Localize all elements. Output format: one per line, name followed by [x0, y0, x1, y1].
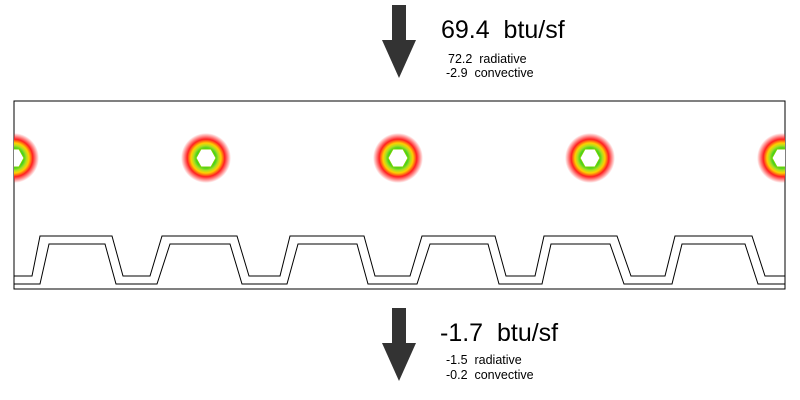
- down-arrow-icon: [382, 308, 416, 381]
- heat-spots: [14, 133, 785, 183]
- heat-spot: [14, 133, 39, 183]
- top-flux-radiative: 72.2 radiative: [448, 52, 527, 66]
- top-flux-convective: -2.9 convective: [446, 66, 534, 80]
- bottom-flux-convective: -0.2 convective: [446, 368, 534, 382]
- top-flux-total: 69.4 btu/sf: [441, 16, 565, 44]
- heat-spot: [181, 133, 231, 183]
- heat-spot: [757, 133, 785, 183]
- bottom-flux-radiative: -1.5 radiative: [446, 353, 522, 367]
- corrugated-deck: [14, 235, 785, 285]
- heat-spot: [373, 133, 423, 183]
- bottom-flux-total: -1.7 btu/sf: [440, 319, 559, 347]
- down-arrow-icon: [382, 5, 416, 78]
- heat-spot: [565, 133, 615, 183]
- section-outline: [13, 100, 786, 290]
